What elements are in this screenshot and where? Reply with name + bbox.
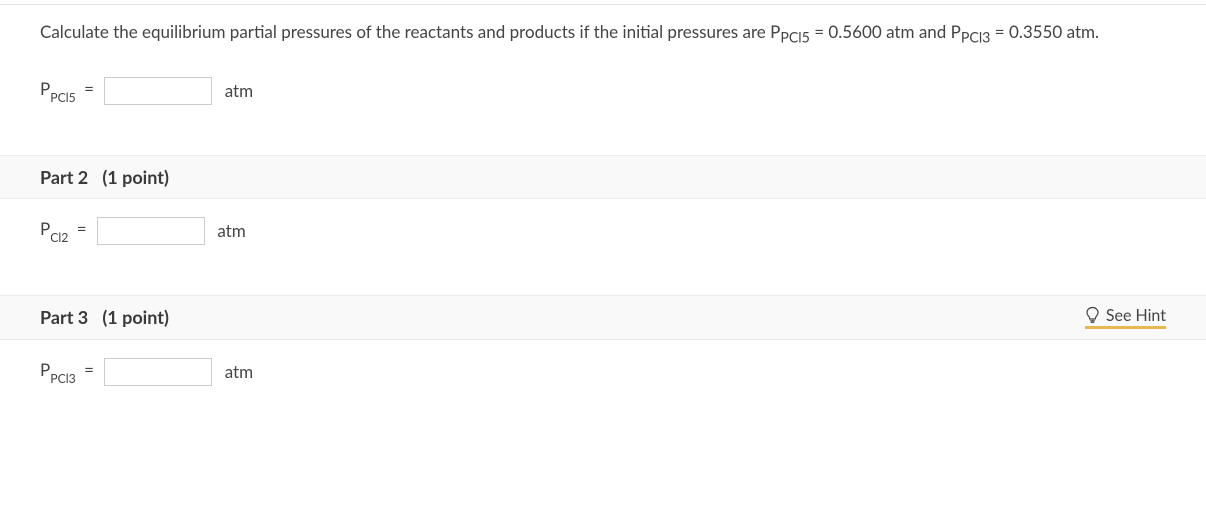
part1-var-main: P [40, 78, 50, 99]
part3-header: Part 3 (1 point) See Hint [0, 295, 1206, 340]
part3-answer-input[interactable] [104, 358, 212, 386]
part1-var-sub: PCl5 [50, 90, 76, 105]
part2-unit: atm [217, 220, 245, 241]
part3-equals: = [84, 359, 94, 380]
lightbulb-icon [1085, 306, 1100, 324]
part3-input-row: PPCl3 = atm [0, 340, 1206, 416]
part1-unit: atm [225, 80, 253, 101]
part2-var-sub: Cl2 [50, 230, 68, 245]
part3-title: Part 3 [40, 306, 88, 328]
part1-equals: = [84, 78, 94, 99]
part2-header: Part 2 (1 point) [0, 155, 1206, 199]
part3-var-sub: PCl3 [50, 371, 76, 386]
part2-variable-label: PCl2 [40, 218, 68, 242]
part2-answer-input[interactable] [97, 217, 205, 245]
part3-unit: atm [225, 361, 253, 382]
part1-answer-input[interactable] [104, 77, 212, 105]
part2-title-wrap: Part 2 (1 point) [40, 166, 169, 188]
part3-variable-label: PPCl3 [40, 359, 76, 383]
part1-input-row: PPCl5 = atm [0, 59, 1206, 135]
question-prompt-text: Calculate the equilibrium partial pressu… [40, 21, 1099, 42]
part3-points: (1 point) [102, 306, 169, 328]
part2-var-main: P [40, 218, 50, 239]
part2-title: Part 2 [40, 166, 88, 188]
see-hint-label: See Hint [1106, 306, 1166, 325]
part2-points: (1 point) [102, 166, 169, 188]
part2-input-row: PCl2 = atm [0, 199, 1206, 275]
question-prompt: Calculate the equilibrium partial pressu… [0, 5, 1206, 59]
part1-variable-label: PPCl5 [40, 78, 76, 102]
part2-equals: = [77, 218, 87, 239]
question-container: Calculate the equilibrium partial pressu… [0, 4, 1206, 416]
part3-var-main: P [40, 359, 50, 380]
part3-title-wrap: Part 3 (1 point) [40, 306, 169, 328]
see-hint-button[interactable]: See Hint [1085, 306, 1166, 329]
